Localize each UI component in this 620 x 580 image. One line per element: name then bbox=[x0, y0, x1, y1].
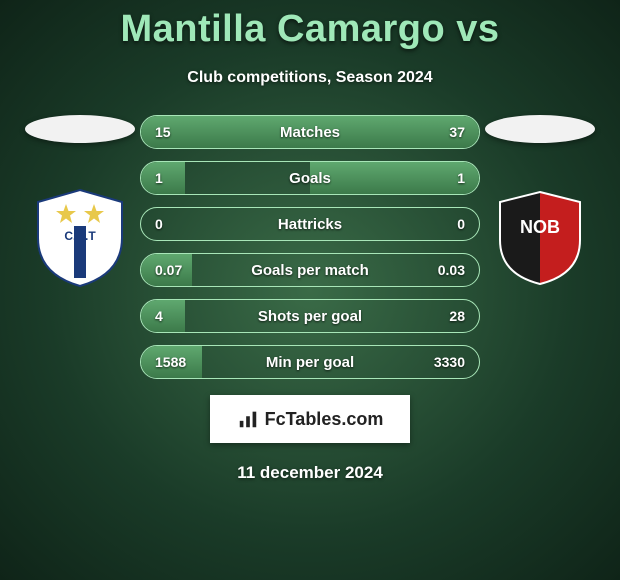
branding-badge[interactable]: FcTables.com bbox=[210, 395, 410, 443]
stat-left-value: 1588 bbox=[155, 354, 186, 370]
left-player-photo bbox=[25, 115, 135, 143]
stat-fill-right bbox=[310, 162, 479, 194]
subtitle: Club competitions, Season 2024 bbox=[0, 69, 620, 87]
stat-label: Matches bbox=[280, 124, 340, 141]
stat-label: Shots per goal bbox=[258, 308, 362, 325]
right-player-photo bbox=[485, 115, 595, 143]
stat-right-value: 37 bbox=[449, 124, 465, 140]
stat-row: 1588 Min per goal 3330 bbox=[140, 345, 480, 379]
stat-right-value: 0.03 bbox=[438, 262, 465, 278]
left-side: C.A.T bbox=[20, 115, 140, 288]
page-title: Mantilla Camargo vs bbox=[0, 0, 620, 51]
comparison-content: C.A.T 15 Matches 37 1 Goals 1 0 Hattricks 0 0.07 G… bbox=[0, 115, 620, 379]
stat-right-value: 28 bbox=[449, 308, 465, 324]
cat-badge-svg: C.A.T bbox=[30, 188, 130, 288]
stat-row: 0.07 Goals per match 0.03 bbox=[140, 253, 480, 287]
stat-label: Goals bbox=[289, 170, 331, 187]
stat-label: Hattricks bbox=[278, 216, 342, 233]
stat-label: Goals per match bbox=[251, 262, 369, 279]
stat-right-value: 0 bbox=[457, 216, 465, 232]
stat-left-value: 1 bbox=[155, 170, 163, 186]
nob-badge-svg: NOB bbox=[490, 188, 590, 288]
stat-right-value: 3330 bbox=[434, 354, 465, 370]
stat-label: Min per goal bbox=[266, 354, 354, 371]
date-text: 11 december 2024 bbox=[0, 463, 620, 483]
stat-fill-right bbox=[239, 116, 479, 148]
stat-row: 0 Hattricks 0 bbox=[140, 207, 480, 241]
stat-row: 4 Shots per goal 28 bbox=[140, 299, 480, 333]
stat-left-value: 0 bbox=[155, 216, 163, 232]
stat-row: 1 Goals 1 bbox=[140, 161, 480, 195]
svg-text:C.A.T: C.A.T bbox=[64, 229, 96, 243]
stat-left-value: 15 bbox=[155, 124, 171, 140]
stat-right-value: 1 bbox=[457, 170, 465, 186]
right-team-badge: NOB bbox=[490, 188, 590, 288]
chart-icon bbox=[237, 408, 259, 430]
stat-row: 15 Matches 37 bbox=[140, 115, 480, 149]
stat-left-value: 4 bbox=[155, 308, 163, 324]
branding-text: FcTables.com bbox=[265, 409, 384, 430]
svg-text:NOB: NOB bbox=[520, 217, 560, 237]
left-team-badge: C.A.T bbox=[30, 188, 130, 288]
stat-left-value: 0.07 bbox=[155, 262, 182, 278]
right-side: NOB bbox=[480, 115, 600, 288]
stats-list: 15 Matches 37 1 Goals 1 0 Hattricks 0 0.07 Goals p… bbox=[140, 115, 480, 379]
